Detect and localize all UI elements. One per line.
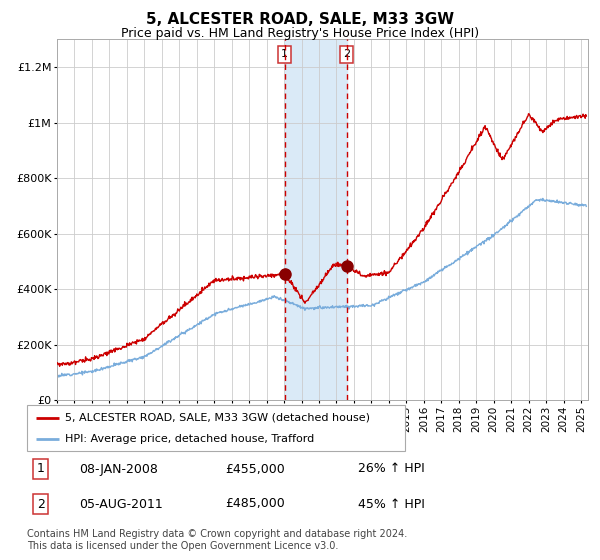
Text: Contains HM Land Registry data © Crown copyright and database right 2024.
This d: Contains HM Land Registry data © Crown c…: [27, 529, 407, 551]
Text: 26% ↑ HPI: 26% ↑ HPI: [358, 463, 425, 475]
Bar: [285, 39, 347, 400]
Text: 2: 2: [343, 49, 350, 59]
Text: £455,000: £455,000: [226, 463, 286, 475]
Text: 5, ALCESTER ROAD, SALE, M33 3GW (detached house): 5, ALCESTER ROAD, SALE, M33 3GW (detache…: [65, 413, 370, 423]
Text: £485,000: £485,000: [226, 497, 286, 511]
Text: 08-JAN-2008: 08-JAN-2008: [79, 463, 158, 475]
Text: 1: 1: [281, 49, 288, 59]
Text: 1: 1: [37, 463, 45, 475]
Text: 5, ALCESTER ROAD, SALE, M33 3GW: 5, ALCESTER ROAD, SALE, M33 3GW: [146, 12, 454, 27]
Text: 05-AUG-2011: 05-AUG-2011: [79, 497, 163, 511]
Text: Price paid vs. HM Land Registry's House Price Index (HPI): Price paid vs. HM Land Registry's House …: [121, 27, 479, 40]
Text: HPI: Average price, detached house, Trafford: HPI: Average price, detached house, Traf…: [65, 435, 314, 444]
FancyBboxPatch shape: [27, 405, 405, 451]
Text: 45% ↑ HPI: 45% ↑ HPI: [358, 497, 425, 511]
Text: 2: 2: [37, 497, 45, 511]
